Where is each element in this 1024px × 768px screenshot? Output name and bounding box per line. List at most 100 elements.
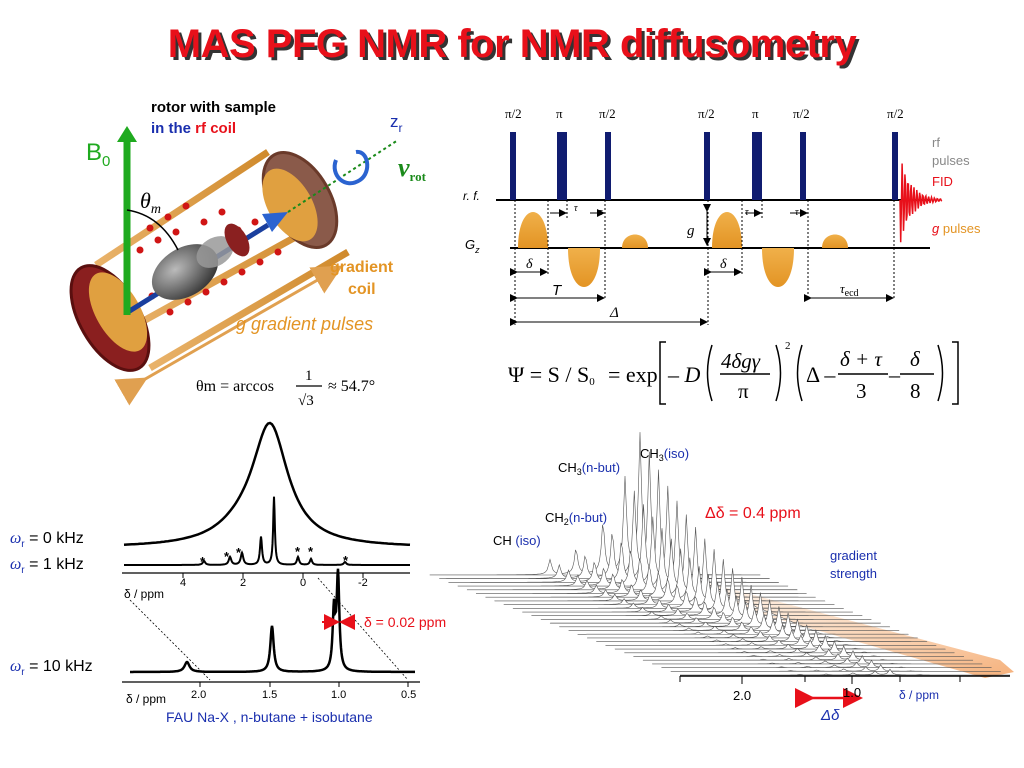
stacked-spectrum-trace [466,500,798,591]
star-marker: * [200,554,206,569]
tau-label: τ [574,203,578,214]
tau-label: τ [745,207,749,218]
eq-exp: = exp [608,362,658,387]
axis-1-tick: 0 [300,577,306,589]
stacked-spectrum-trace [485,526,816,598]
stacked-spectrum-trace [605,629,937,646]
left-spectra [122,421,420,687]
eq-minus: – [888,362,901,387]
peak-label-ch3-iso: CH3(iso) [640,446,689,463]
peak-label-ch2: CH2(n-but) [545,510,607,527]
axis-2-tick: 1.5 [262,689,277,701]
zoom-guide-right [317,577,409,681]
delta-label: δ [526,257,533,272]
axis-2-unit: δ / ppm [126,692,166,706]
tau-label: τ [599,207,603,218]
stack-axis-tick: 1.0 [843,685,861,700]
delta-label: δ [720,257,727,272]
legend-g: g pulses [932,221,981,236]
magic-angle-eq-rhs: ≈ 54.7° [328,378,375,395]
rotor-diagram [69,126,399,406]
Delta-label: Δ [609,305,619,321]
dd-axis-label: Δδ [820,707,840,724]
spectrum-10khz [130,568,415,674]
axis-2-tick: 1.0 [331,689,346,701]
stacked-spectrum-trace [503,549,835,605]
stacked-spectrum-trace [624,639,955,654]
axis-1-unit: δ / ppm [124,587,164,601]
tau-ecd-label: τecd [840,281,859,299]
stacked-spectrum-trace [512,559,845,609]
stacked-spectrum-trace [661,659,992,668]
omega-10-label: ωr = 10 kHz [10,658,93,678]
g-marker: g [687,223,695,239]
stacked-spectrum-trace [670,664,1001,672]
peak-label-ch: CH (iso) [493,533,541,548]
eq-frac3-num: δ [910,347,921,371]
T-label: T [552,282,563,299]
spectrum-0khz [123,421,411,547]
dd-label: Δδ = 0.4 ppm [705,505,801,522]
axis-2-tick: 0.5 [401,689,416,701]
eq-frac1-num: 4δgγ [721,349,761,373]
stacked-spectrum-trace [633,645,965,657]
rotation-icon [332,149,370,186]
stacked-spectra [429,432,1014,708]
rotor-caption-2: in the rf coil [151,120,236,137]
rf-pulses [510,132,898,200]
zr-label: zr [390,112,403,135]
stacked-spectrum-trace [568,606,900,631]
equation-brackets [659,341,959,405]
eq-frac2-den: 3 [856,379,867,403]
stacked-spectrum-trace [540,584,872,620]
stacked-spectrum-trace [587,618,918,639]
star-marker: * [295,544,301,559]
stack-axis-tick: 2.0 [733,688,751,703]
rotor-caption-1: rotor with sample [151,99,276,116]
pulse-sequence [496,132,959,405]
stacked-spectrum-trace [494,538,826,602]
pulse-label: π/2 [698,106,715,121]
stacked-spectrum-trace [652,654,983,665]
eq-frac2-num: δ + τ [840,347,883,371]
eq-frac3-den: 8 [910,379,921,403]
stacked-spectrum-trace [595,624,928,642]
turbine [224,223,250,257]
omega-0-label: ωr = 0 kHz [10,530,84,550]
star-marker: * [343,553,349,568]
pulse-label: π [556,106,563,121]
magic-angle-eq-num: 1 [305,368,313,384]
nu-rot-label: νrot [398,153,427,184]
stacked-spectrum-trace [531,576,863,617]
eq-frac1-den: π [738,379,749,403]
b0-label: B0 [86,139,110,170]
rotor-axis-arrowhead [262,212,288,232]
star-marker: * [308,544,314,559]
peak-label-ch3-nbut: CH3(n-but) [558,460,620,477]
legend-rf-1: rf [932,135,940,150]
stacked-spectrum-trace [614,634,946,650]
magic-angle-eq-lhs: θm = arccos [196,378,274,395]
stacked-spectrum-trace [475,514,807,594]
sample-label: FAU Na-X , n-butane + isobutane [166,709,373,725]
legend-rf-2: pulses [932,153,970,168]
spectrum-1khz [124,496,410,566]
star-marker: * [236,545,242,560]
g-pulses-label: g gradient pulses [236,314,373,334]
axis-2-tick: 2.0 [191,689,206,701]
eq-lhs: Ψ = S / S0 [508,362,595,388]
stacked-spectrum-trace [522,568,853,613]
magic-angle-arc [126,209,179,251]
gradient-pulses-arrow [114,265,343,406]
gradient-coil-label-1: gradient [330,259,394,276]
pulse-label: π [752,106,759,121]
timing-arrows [510,204,894,326]
pulse-label: π/2 [887,106,904,121]
gradient-strength-1: gradient [830,548,877,563]
gz-axis-label: Gz [465,237,480,255]
eq-power: 2 [785,340,791,352]
zoom-guide-left [129,599,211,681]
stacked-spectrum-trace [680,668,1010,676]
theta-m-label: θm [140,188,161,217]
stack-axis-unit: δ / ppm [899,688,939,702]
